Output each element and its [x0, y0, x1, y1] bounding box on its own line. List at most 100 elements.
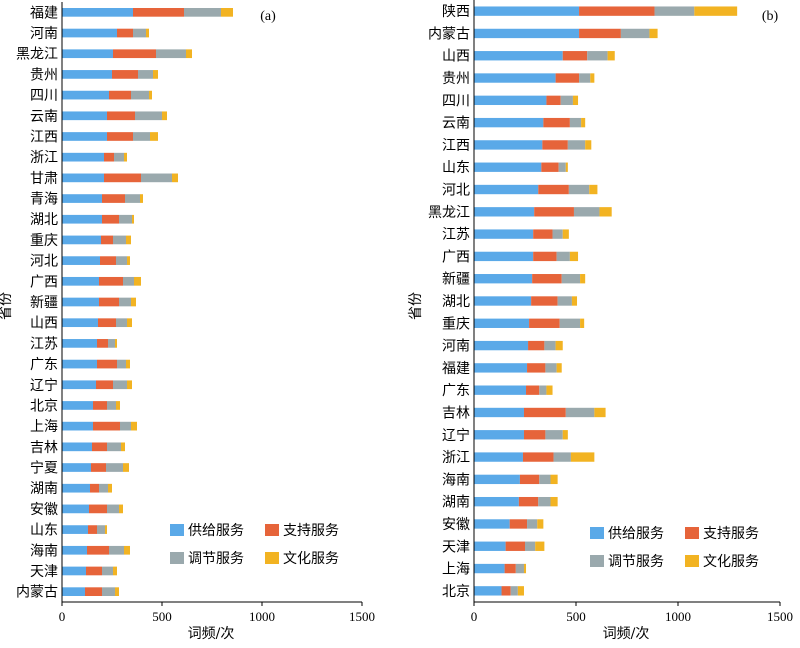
panel-b-bar-cultural	[585, 140, 592, 150]
panel-a-bar-supply	[62, 173, 104, 183]
panel-b-bar-supply	[474, 28, 580, 39]
panel-b-category-label: 湖北	[442, 294, 470, 310]
panel-a-bar-support	[100, 256, 116, 265]
panel-b-category-label: 广西	[442, 249, 470, 265]
panel-a-bar-supply	[62, 401, 93, 410]
panel-a-bar-supply	[62, 380, 96, 390]
panel-a-bar-cultural	[150, 132, 158, 141]
panel-b-bar-support	[526, 385, 540, 395]
panel-a-bar-supply	[62, 297, 99, 307]
panel-b-bar-cultural	[607, 51, 615, 61]
panel-a-category-label: 湖南	[30, 481, 58, 497]
panel-b-bar-supply	[474, 117, 544, 128]
panel-b-bar-supply	[474, 430, 524, 440]
panel-b-bar-supply	[474, 296, 532, 306]
panel-a-ylabel: 省份	[0, 292, 14, 320]
panel-a-bar-regulating	[113, 380, 127, 390]
panel-b-bar-cultural	[537, 519, 544, 529]
panel-b-bar-supply	[474, 162, 542, 172]
panel-a-bar-cultural	[186, 49, 192, 59]
panel-a-bar-regulating	[120, 421, 131, 431]
panel-a-bar-supply	[62, 8, 133, 17]
panel-b-bar-support	[546, 95, 561, 106]
panel-a-bar-support	[104, 173, 141, 183]
panel-b-bar-regulating	[654, 6, 695, 16]
panel-a-legend-label-regulating: 调节服务	[188, 551, 244, 567]
panel-b-x-tick-label: 1500	[767, 609, 793, 624]
panel-a-bar-regulating	[116, 256, 127, 265]
panel-b-bar-supply	[474, 207, 535, 217]
panel-a-bar-supply	[62, 152, 104, 162]
panel-a-category-label: 安徽	[30, 502, 58, 518]
panel-a-bar-supply	[62, 483, 90, 493]
panel-b-bar-supply	[474, 340, 529, 351]
panel-b-category-label: 山西	[442, 49, 470, 65]
panel-a-bar-support	[97, 339, 108, 348]
panel-b-bar-regulating	[544, 340, 556, 351]
panel-a-bar-cultural	[124, 152, 127, 162]
panel-b-category-label: 江西	[442, 138, 470, 154]
panel-b-category-label: 云南	[442, 116, 470, 132]
panel-a-bar-regulating	[102, 587, 115, 596]
panel-a-bar-cultural	[127, 380, 132, 390]
panel-a-bar-cultural	[127, 256, 130, 265]
panel-a-bar-support	[112, 70, 138, 79]
panel-b-bar-regulating	[539, 474, 551, 485]
panel-a-bar-supply	[62, 504, 89, 514]
panel-a-bar-support	[102, 194, 125, 203]
panel-a-bar-supply	[62, 463, 91, 472]
panel-a-category-label: 山东	[30, 523, 58, 539]
panel-a-category-label: 内蒙古	[16, 585, 58, 601]
panel-b-bar-cultural	[556, 363, 562, 373]
panel-a-bar-support	[87, 545, 109, 555]
panel-b-category-label: 广东	[442, 383, 470, 399]
panel-b-bar-regulating	[567, 140, 586, 150]
panel-a-bar-regulating	[125, 194, 140, 203]
panel-a-bar-supply	[62, 318, 98, 328]
panel-b-bar-cultural	[599, 207, 612, 217]
panel-b-bar-regulating	[545, 430, 563, 440]
panel-a-bar-supply	[62, 214, 102, 224]
panel-a-bar-supply	[62, 545, 87, 555]
panel-a-bar-regulating	[109, 545, 124, 555]
panel-b-category-label: 河南	[442, 339, 470, 355]
panel-a-bar-supply	[62, 525, 88, 534]
panel-b-bar-regulating	[552, 229, 563, 239]
panel-a-bar-support	[85, 587, 102, 596]
panel-a-category-label: 青海	[30, 192, 58, 208]
panel-a-bar-support	[113, 49, 156, 59]
panel-a-bar-supply	[62, 111, 107, 121]
panel-a-category-label: 宁夏	[30, 460, 58, 477]
panel-a-bar-supply	[62, 90, 109, 100]
panel-b-bar-supply	[474, 452, 523, 462]
panel-b-bar-cultural	[570, 452, 595, 462]
panel-a-legend-swatch-cultural	[265, 552, 279, 564]
panel-b-bar-support	[504, 563, 516, 574]
panel-a-bar-cultural	[121, 442, 125, 452]
panel-b-bar-support	[529, 318, 560, 328]
panel-a-category-label: 黑龙江	[16, 47, 58, 63]
panel-a-bar-support	[101, 235, 113, 245]
panel-a-bar-cultural	[149, 90, 152, 100]
panel-b-bar-regulating	[561, 274, 581, 284]
panel-b-bar-regulating	[565, 407, 595, 418]
panel-a-bar-support	[88, 525, 97, 534]
panel-b-bar-regulating	[557, 296, 572, 306]
panel-a-bar-support	[91, 463, 106, 472]
panel-a-bar-supply	[62, 235, 101, 245]
panel-b-bar-regulating	[545, 363, 557, 373]
panel-b-bar-cultural	[694, 6, 738, 16]
panel-a-bar-support	[93, 401, 107, 410]
panel-b-bar-regulating	[573, 207, 600, 217]
panel-b-ylabel: 省份	[408, 292, 424, 320]
panel-a-category-label: 广东	[30, 357, 58, 373]
panel-a-xlabel: 词频/次	[188, 626, 235, 642]
panel-b-bar-regulating	[553, 452, 571, 462]
panel-b-category-label: 贵州	[442, 71, 470, 87]
panel-a-bar-cultural	[146, 28, 149, 38]
panel-b-bar-cultural	[562, 430, 568, 440]
panel-b-bar-support	[501, 586, 511, 596]
panel-a-bar-regulating	[113, 235, 126, 245]
panel-a-bar-cultural	[115, 587, 119, 596]
